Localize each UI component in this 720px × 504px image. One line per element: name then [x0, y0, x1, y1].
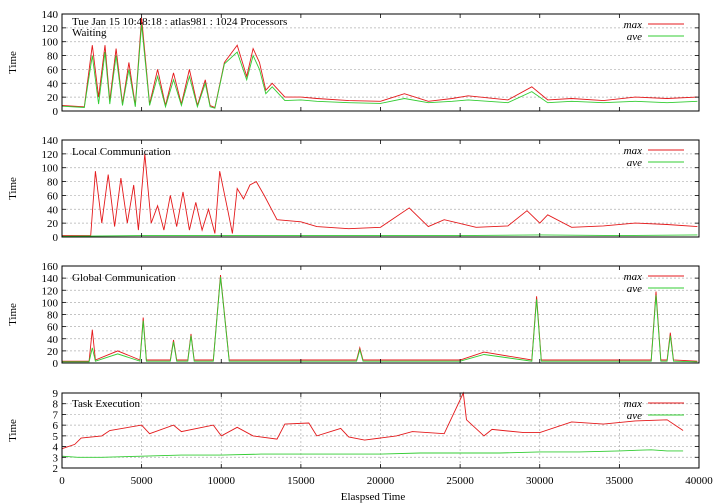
x-tick-labels: 0 5000 10000 15000 20000 25000 30000 35000 40000 [59, 475, 713, 487]
y-axis-label-task-execution: Time [7, 419, 19, 442]
grid-local-communication [62, 153, 699, 224]
y-tick-label-waiting: 120 [42, 23, 59, 35]
legend-label-max: max [624, 19, 642, 31]
x-tick-label: 5000 [131, 475, 154, 487]
x-tick-label: 30000 [526, 475, 554, 487]
y-tick-label-task-execution: 6 [53, 420, 59, 432]
y-tick-label-waiting: 40 [47, 78, 59, 90]
y-tick-label-waiting: 20 [47, 92, 59, 104]
y-tick-label-global-communication: 20 [47, 346, 59, 358]
series-group-global-communication [62, 275, 698, 363]
series-ave-line-task-execution [61, 449, 684, 458]
panel-title-local-communication: Local Communication [72, 146, 171, 158]
y-tick-label-local-communication: 120 [42, 149, 59, 161]
y-tick-label-local-communication: 100 [42, 163, 59, 175]
y-tick-label-local-communication: 60 [47, 190, 59, 202]
y-tick-label-global-communication: 0 [53, 358, 59, 370]
legend-label-ave: ave [627, 157, 642, 169]
y-tick-label-waiting: 60 [47, 64, 59, 76]
plot-frame-global-communication [61, 265, 700, 364]
series-group-task-execution [61, 391, 684, 458]
legend-label-ave: ave [627, 283, 642, 295]
y-tick-label-task-execution: 3 [53, 452, 59, 464]
legend-label-ave: ave [627, 410, 642, 422]
grid-waiting [62, 27, 699, 98]
series-max-line-local-communication [62, 153, 698, 237]
y-tick-label-global-communication: 40 [47, 334, 59, 346]
y-tick-label-task-execution: 8 [53, 399, 59, 411]
x-ticks-waiting [61, 14, 700, 111]
x-axis-label: Elaspsed Time [341, 491, 406, 503]
y-tick-label-task-execution: 9 [53, 388, 59, 400]
series-ave-line-global-communication [62, 276, 698, 363]
y-tick-label-waiting: 100 [42, 37, 59, 49]
y-axis-label-local-communication: Time [7, 177, 19, 200]
legend-label-max: max [624, 145, 642, 157]
y-tick-label-waiting: 0 [53, 106, 59, 118]
y-tick-label-local-communication: 40 [47, 204, 59, 216]
x-tick-label: 15000 [287, 475, 315, 487]
y-tick-label-local-communication: 80 [47, 177, 59, 189]
legend-label-max: max [624, 271, 642, 283]
y-tick-label-task-execution: 5 [53, 431, 59, 443]
x-tick-label: 10000 [208, 475, 236, 487]
y-tick-label-local-communication: 0 [53, 232, 59, 244]
y-axis-label-waiting: Time [7, 51, 19, 74]
panel-subtitle-waiting: Waiting [72, 27, 107, 39]
plot-frame-waiting [61, 13, 700, 112]
series-max-line-global-communication [62, 275, 698, 362]
y-tick-label-global-communication: 160 [42, 261, 59, 273]
series-ave-line-waiting [61, 24, 698, 109]
x-tick-label: 40000 [685, 475, 713, 487]
legend-label-max: max [624, 398, 642, 410]
plot-frame-task-execution [61, 392, 700, 469]
grid-task-execution [62, 393, 699, 468]
series-group-waiting [61, 17, 698, 109]
y-tick-label-global-communication: 100 [42, 297, 59, 309]
y-tick-label-global-communication: 80 [47, 310, 59, 322]
y-tick-label-task-execution: 7 [53, 409, 59, 421]
grid-global-communication [62, 277, 699, 352]
y-tick-label-global-communication: 120 [42, 285, 59, 297]
chart-title: Tue Jan 15 10:48:18 : atlas981 : 1024 Pr… [72, 16, 287, 28]
y-tick-label-local-communication: 140 [42, 135, 59, 147]
panel-title-task-execution: Task Execution [72, 398, 140, 410]
x-tick-label: 35000 [606, 475, 634, 487]
panel-title-global-communication: Global Communication [72, 272, 176, 284]
series-max-line-waiting [61, 17, 698, 109]
x-tick-label: 0 [59, 475, 65, 487]
y-tick-label-waiting: 80 [47, 51, 59, 63]
y-axis-label-global-communication: Time [7, 303, 19, 326]
x-tick-label: 25000 [446, 475, 474, 487]
y-tick-label-local-communication: 20 [47, 218, 59, 230]
series-max-line-task-execution [61, 391, 684, 450]
y-tick-label-global-communication: 140 [42, 273, 59, 285]
y-tick-label-global-communication: 60 [47, 322, 59, 334]
y-tick-label-task-execution: 2 [53, 463, 59, 475]
series-ave-line-local-communication [61, 234, 698, 237]
y-tick-label-task-execution: 4 [53, 442, 59, 454]
plot-frame-local-communication [61, 139, 700, 238]
x-tick-label: 20000 [367, 475, 395, 487]
y-tick-label-waiting: 140 [42, 9, 59, 21]
legend-label-ave: ave [627, 31, 642, 43]
